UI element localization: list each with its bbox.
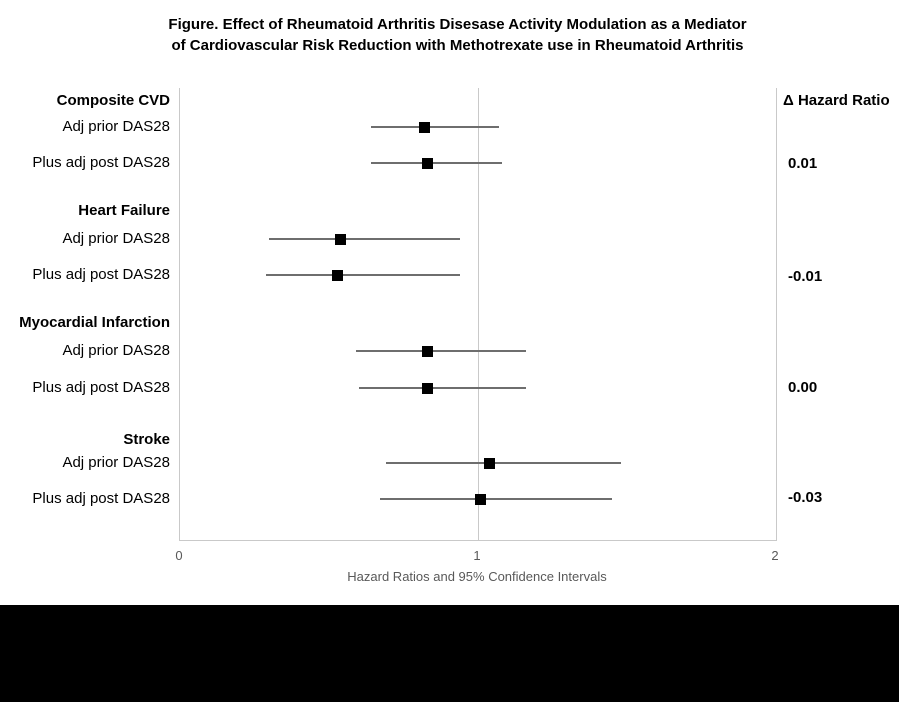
- delta-value: -0.03: [788, 489, 823, 506]
- figure-title-line2: of Cardiovascular Risk Reduction with Me…: [171, 37, 744, 54]
- point-marker: [421, 157, 433, 169]
- figure-title-line1: Figure. Effect of Rheumatoid Arthritis D…: [168, 16, 747, 33]
- ci-line: [370, 126, 499, 128]
- point-marker: [484, 457, 496, 469]
- row-label: Plus adj post DAS28: [32, 154, 170, 171]
- row-label: Adj prior DAS28: [62, 230, 170, 247]
- row-label: Adj prior DAS28: [62, 118, 170, 135]
- group-label: Myocardial Infarction: [19, 314, 170, 331]
- delta-value: 0.01: [788, 155, 818, 172]
- ci-line: [269, 238, 461, 240]
- row-label: Adj prior DAS28: [62, 342, 170, 359]
- point-marker: [332, 269, 344, 281]
- point-marker: [421, 345, 433, 357]
- x-tick-label-2: 2: [771, 548, 779, 563]
- redaction-bar: [0, 605, 899, 702]
- ci-line: [266, 274, 461, 276]
- row-label: Plus adj post DAS28: [32, 490, 170, 507]
- reference-line: [478, 88, 479, 540]
- row-label: Plus adj post DAS28: [32, 266, 170, 283]
- ci-line: [379, 498, 613, 500]
- figure-title: Figure. Effect of Rheumatoid Arthritis D…: [0, 14, 899, 56]
- row-label: Adj prior DAS28: [62, 454, 170, 471]
- x-tick-label-0: 0: [175, 548, 183, 563]
- ci-line: [355, 350, 526, 352]
- delta-value: -0.01: [788, 268, 823, 285]
- ci-line: [385, 462, 622, 464]
- ci-line: [370, 162, 502, 164]
- point-marker: [335, 233, 347, 245]
- x-axis-title: Hazard Ratios and 95% Confidence Interva…: [347, 569, 607, 584]
- point-marker: [418, 121, 430, 133]
- delta-column-header: Δ Hazard Ratio: [783, 92, 890, 109]
- point-marker: [421, 382, 433, 394]
- group-label: Composite CVD: [56, 92, 170, 109]
- group-label: Heart Failure: [78, 202, 170, 219]
- ci-line: [358, 387, 526, 389]
- x-tick-label-1: 1: [473, 548, 481, 563]
- point-marker: [475, 493, 487, 505]
- plot-area: [179, 88, 777, 541]
- row-label: Plus adj post DAS28: [32, 379, 170, 396]
- group-label: Stroke: [123, 431, 170, 448]
- delta-value: 0.00: [788, 379, 818, 396]
